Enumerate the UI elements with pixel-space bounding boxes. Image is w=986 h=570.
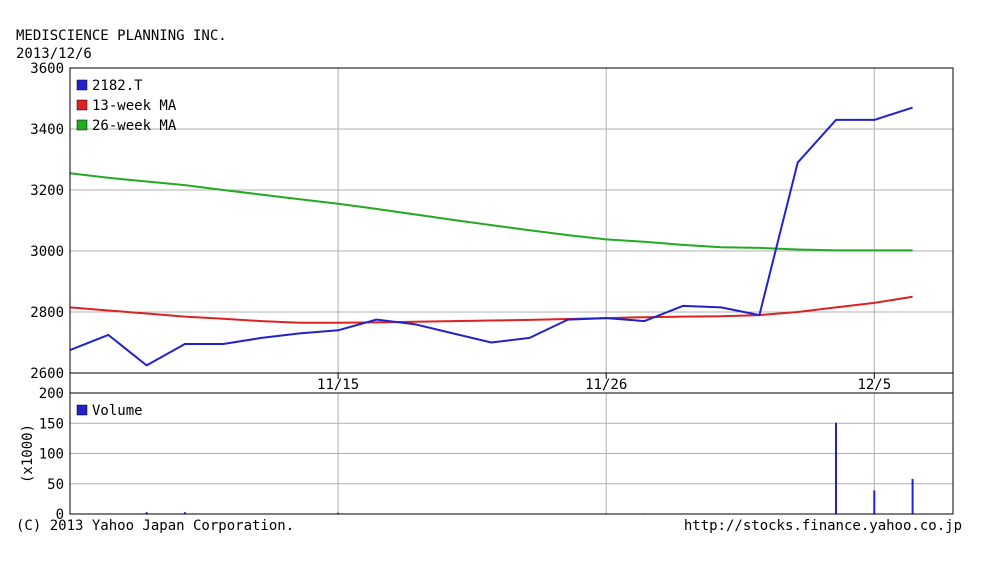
volume-tick-label: 150	[39, 416, 64, 432]
price-lines	[69, 106, 913, 367]
volume-grid	[70, 392, 953, 514]
date-axis-band	[69, 372, 954, 394]
legend-swatch	[76, 99, 88, 111]
legend-label: 2182.T	[92, 78, 143, 94]
company-name: MEDISCIENCE PLANNING INC.	[16, 28, 227, 44]
volume-panel-frame	[69, 392, 954, 515]
date-tick-label: 12/5	[857, 377, 891, 393]
date-tick-label: 11/15	[317, 377, 359, 393]
legend-swatch	[76, 404, 88, 416]
legend-swatch	[76, 119, 88, 131]
price-panel-frame	[69, 67, 954, 374]
volume-tick-label: 200	[39, 386, 64, 402]
legend-swatch	[76, 79, 88, 91]
volume-y-axis: 0 50 100 150 200 (x1000)	[20, 386, 64, 523]
series-line-13-week-ma	[69, 295, 913, 324]
legend-label: Volume	[92, 403, 143, 419]
price-grid	[70, 68, 953, 373]
price-tick-label: 3600	[30, 61, 64, 77]
chart-date: 2013/12/6	[16, 46, 92, 62]
volume-tick-label: 50	[47, 477, 64, 493]
legend-label: 26-week MA	[92, 118, 177, 134]
price-tick-label: 3000	[30, 244, 64, 260]
price-tick-label: 2800	[30, 305, 64, 321]
volume-tick-label: 0	[56, 507, 64, 523]
volume-axis-label: (x1000)	[20, 424, 36, 483]
date-tick-label: 11/26	[585, 377, 627, 393]
series-line-2182-t	[69, 106, 913, 367]
price-tick-label: 3200	[30, 183, 64, 199]
price-tick-label: 2600	[30, 366, 64, 382]
copyright-text: (C) 2013 Yahoo Japan Corporation.	[16, 518, 295, 534]
volume-legend: Volume	[76, 403, 143, 419]
source-url-link[interactable]: http://stocks.finance.yahoo.co.jp	[683, 518, 962, 534]
price-legend: 2182.T 13-week MA 26-week MA	[76, 78, 177, 134]
price-tick-label: 3400	[30, 122, 64, 138]
legend-label: 13-week MA	[92, 98, 177, 114]
price-y-axis: 2600 2800 3000 3200 3400 3600	[30, 61, 64, 382]
date-axis: 11/15 11/26 12/5	[317, 373, 891, 393]
volume-bars	[145, 422, 914, 514]
volume-tick-label: 100	[39, 447, 64, 463]
series-line-26-week-ma	[69, 172, 913, 252]
